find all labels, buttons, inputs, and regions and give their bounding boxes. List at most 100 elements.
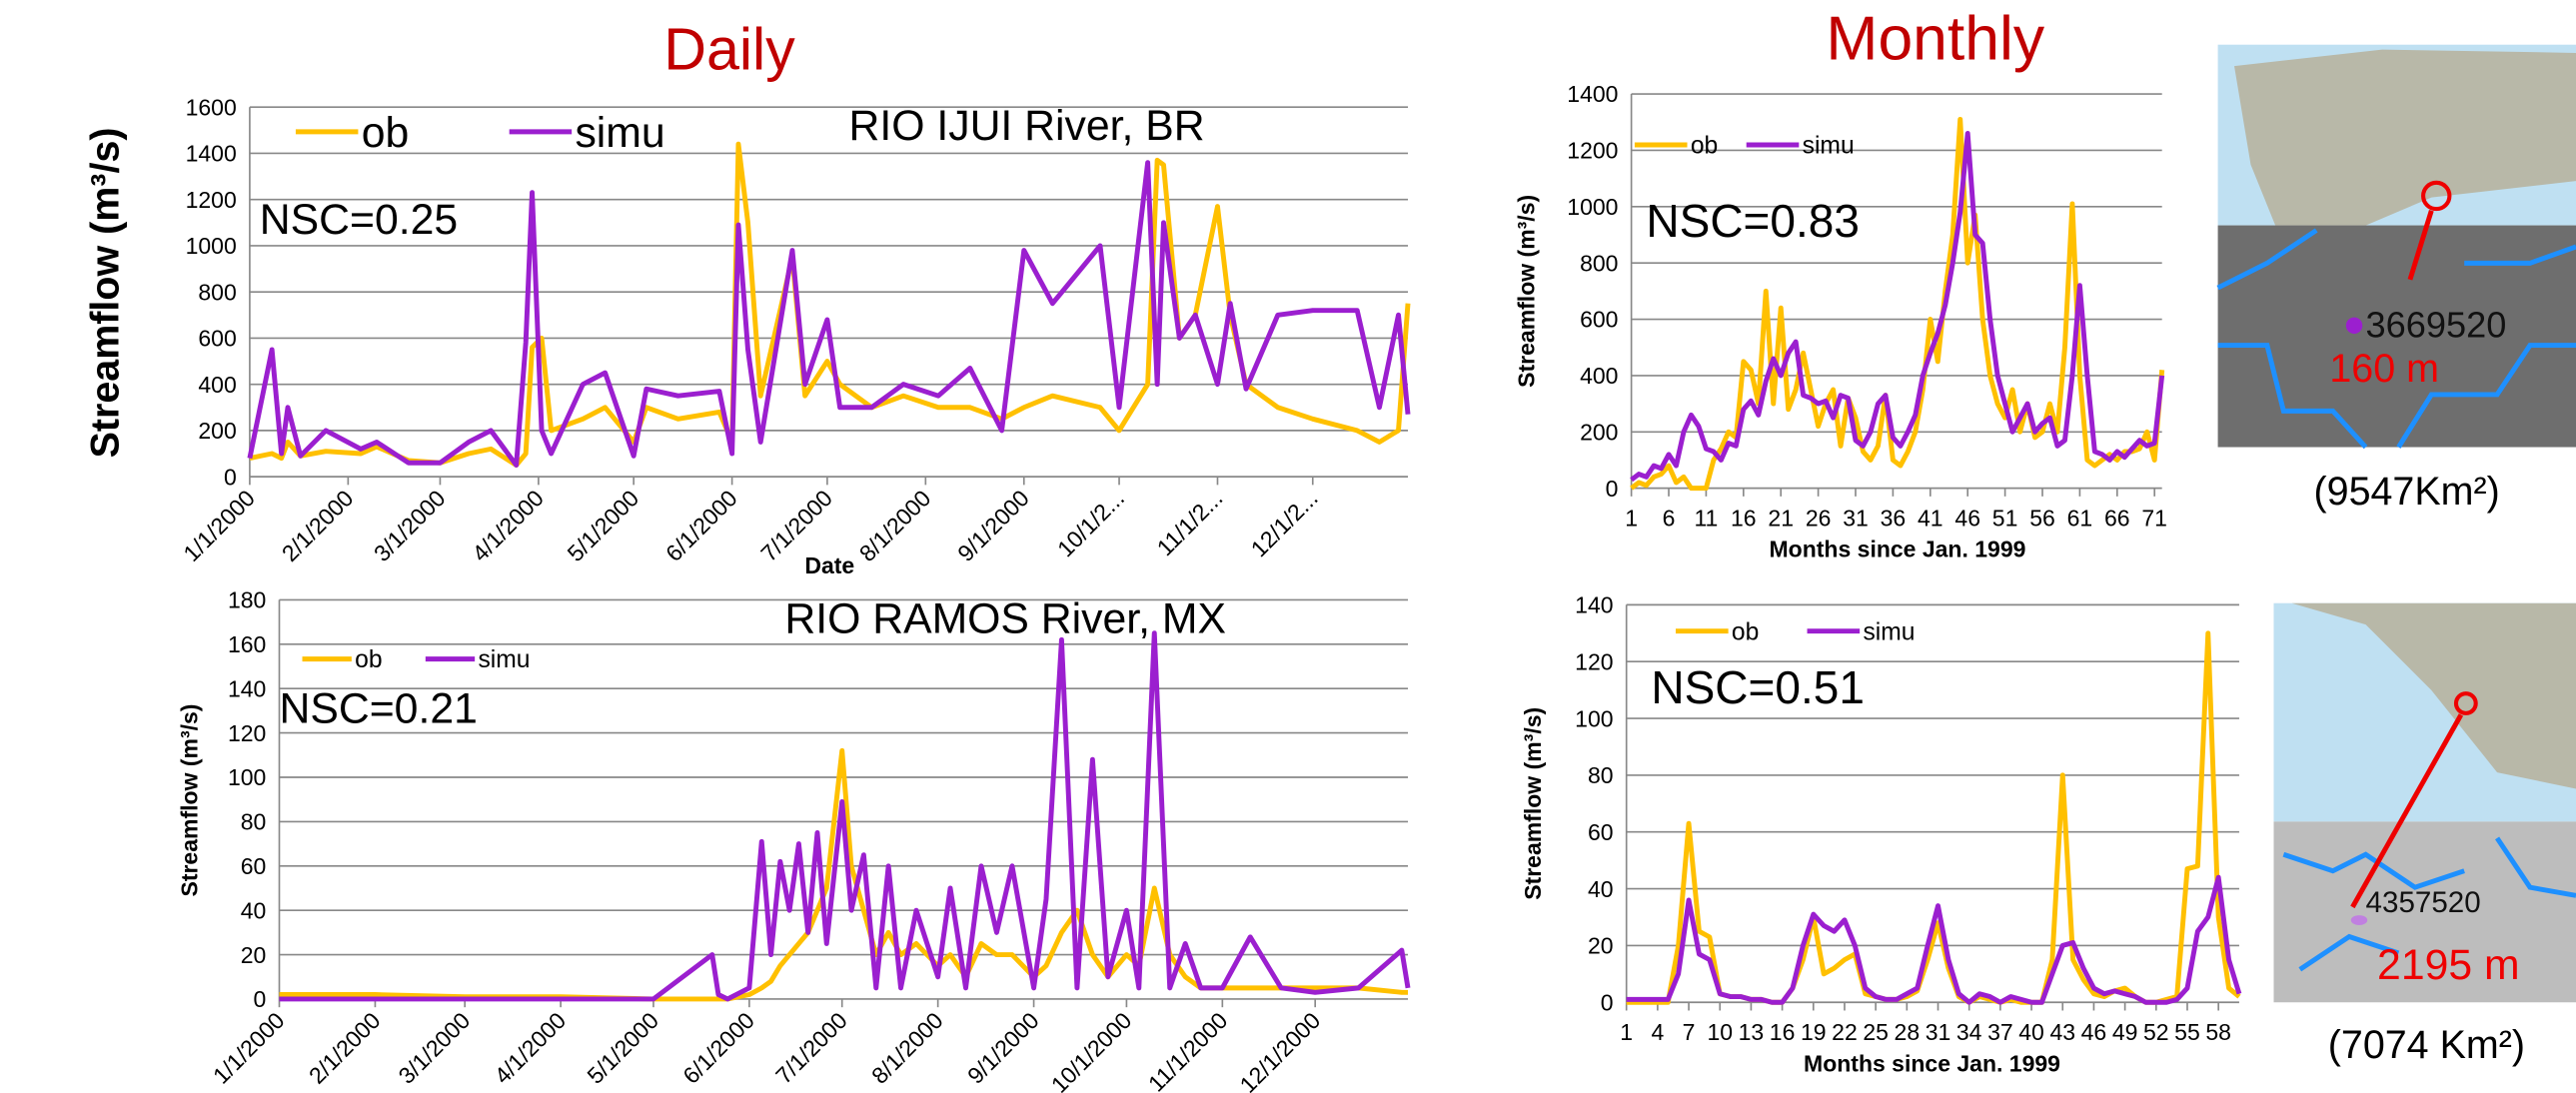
station-id: 4357520 bbox=[2366, 886, 2481, 919]
x-axis-label: Months since Jan. 1999 bbox=[1804, 1050, 2060, 1076]
y-tick-label: 100 bbox=[228, 764, 266, 790]
y-tick-label: 200 bbox=[1580, 419, 1618, 445]
legend-label: simu bbox=[575, 109, 664, 157]
y-tick-label: 400 bbox=[1580, 363, 1618, 389]
x-tick-label: 41 bbox=[1918, 505, 1943, 531]
annotation: RIO RAMOS River, MX bbox=[784, 594, 1226, 642]
x-tick-label: 46 bbox=[1954, 505, 1980, 531]
x-tick-label: 7 bbox=[1683, 1019, 1696, 1045]
x-tick-label: 40 bbox=[2018, 1019, 2044, 1045]
x-tick-label: 66 bbox=[2104, 505, 2130, 531]
chart-title: Daily bbox=[663, 15, 795, 82]
slide: 3669520 160 m (9547Km²) 4357520 2195 m (… bbox=[0, 0, 2576, 1093]
station-dot bbox=[2346, 318, 2362, 334]
x-tick-label: 52 bbox=[2143, 1019, 2169, 1045]
y-tick-label: 1000 bbox=[186, 233, 237, 259]
legend-label: ob bbox=[355, 646, 382, 673]
x-tick-label: 7/1/2000 bbox=[770, 1007, 852, 1089]
x-tick-label: 3/1/2000 bbox=[394, 1007, 476, 1089]
x-tick-label: 6 bbox=[1663, 505, 1676, 531]
y-tick-label: 0 bbox=[1606, 476, 1619, 502]
x-tick-label: 1/1/2000 bbox=[208, 1007, 290, 1089]
y-tick-label: 40 bbox=[241, 897, 267, 923]
y-tick-label: 800 bbox=[198, 279, 236, 305]
y-tick-label: 80 bbox=[1588, 762, 1614, 788]
x-tick-label: 4/1/2000 bbox=[467, 485, 549, 566]
x-tick-label: 55 bbox=[2174, 1019, 2200, 1045]
y-tick-label: 0 bbox=[1601, 989, 1614, 1015]
y-tick-label: 120 bbox=[1575, 648, 1613, 674]
y-tick-label: 400 bbox=[198, 372, 236, 398]
x-tick-label: 1/1/2000 bbox=[178, 485, 260, 566]
elevation: 2195 m bbox=[2377, 941, 2520, 989]
x-tick-label: 43 bbox=[2049, 1019, 2075, 1045]
y-tick-label: 800 bbox=[1580, 250, 1618, 276]
x-tick-label: 12/1/2... bbox=[1246, 485, 1323, 561]
x-tick-label: 31 bbox=[1926, 1019, 1951, 1045]
legend-label: simu bbox=[1803, 133, 1855, 160]
x-tick-label: 6/1/2000 bbox=[677, 1007, 759, 1089]
y-tick-label: 140 bbox=[1575, 592, 1613, 618]
y-axis-label: Streamflow (m³/s) bbox=[1520, 707, 1546, 900]
legend-label: ob bbox=[1732, 618, 1759, 645]
x-tick-label: 4 bbox=[1651, 1019, 1664, 1045]
y-tick-label: 80 bbox=[241, 809, 267, 835]
y-tick-label: 60 bbox=[1588, 819, 1614, 845]
series-line bbox=[250, 144, 1408, 465]
x-tick-label: 6/1/2000 bbox=[660, 485, 742, 566]
legend-label: ob bbox=[1691, 133, 1718, 160]
x-tick-label: 13 bbox=[1739, 1019, 1765, 1045]
x-tick-label: 10/1/2000 bbox=[1046, 1007, 1137, 1093]
x-tick-label: 8/1/2000 bbox=[854, 485, 936, 566]
y-tick-label: 200 bbox=[198, 418, 236, 444]
annotation: NSC=0.51 bbox=[1651, 661, 1865, 713]
station-id: 3669520 bbox=[2366, 304, 2507, 345]
x-tick-label: 22 bbox=[1832, 1019, 1858, 1045]
y-tick-label: 0 bbox=[254, 986, 267, 1012]
y-tick-label: 600 bbox=[198, 326, 236, 352]
x-tick-label: 9/1/2000 bbox=[952, 485, 1034, 566]
x-tick-label: 3/1/2000 bbox=[369, 485, 451, 566]
map-1: 3669520 160 m (9547Km²) bbox=[2218, 45, 2576, 514]
x-tick-label: 11 bbox=[1694, 505, 1718, 531]
map-2: 4357520 2195 m (7074 Km²) bbox=[2273, 603, 2576, 1067]
x-tick-label: 11/1/2000 bbox=[1143, 1007, 1233, 1093]
legend-label: ob bbox=[362, 109, 410, 157]
annotation: NSC=0.83 bbox=[1646, 195, 1860, 247]
y-tick-label: 0 bbox=[224, 464, 237, 490]
x-tick-label: 1 bbox=[1620, 1019, 1633, 1045]
annotation: RIO IJUI River, BR bbox=[848, 102, 1204, 150]
x-tick-label: 26 bbox=[1806, 505, 1832, 531]
annotation: NSC=0.25 bbox=[260, 196, 458, 244]
x-tick-label: 1 bbox=[1625, 505, 1638, 531]
x-tick-label: 36 bbox=[1881, 505, 1907, 531]
x-tick-label: 51 bbox=[1992, 505, 2018, 531]
x-tick-label: 10 bbox=[1707, 1019, 1733, 1045]
y-tick-label: 180 bbox=[228, 587, 266, 613]
legend-label: simu bbox=[1863, 618, 1915, 645]
x-tick-label: 21 bbox=[1768, 505, 1794, 531]
x-tick-label: 34 bbox=[1956, 1019, 1982, 1045]
x-tick-label: 58 bbox=[2205, 1019, 2231, 1045]
x-tick-label: 9/1/2000 bbox=[962, 1007, 1044, 1089]
y-tick-label: 1200 bbox=[186, 187, 237, 213]
x-tick-label: 25 bbox=[1863, 1019, 1889, 1045]
x-tick-label: 19 bbox=[1801, 1019, 1827, 1045]
y-tick-label: 1400 bbox=[1567, 81, 1618, 107]
area: (9547Km²) bbox=[2314, 470, 2500, 514]
y-tick-label: 160 bbox=[228, 631, 266, 657]
x-tick-label: 10/1/2... bbox=[1052, 485, 1129, 561]
y-tick-label: 120 bbox=[228, 720, 266, 746]
x-tick-label: 11/1/2... bbox=[1152, 485, 1228, 560]
y-axis-label: Streamflow (m³/s) bbox=[83, 128, 127, 459]
x-tick-label: 28 bbox=[1895, 1019, 1921, 1045]
elevation: 160 m bbox=[2329, 347, 2439, 391]
y-axis-label: Streamflow (m³/s) bbox=[1514, 195, 1540, 388]
x-tick-label: 37 bbox=[1987, 1019, 2013, 1045]
y-tick-label: 100 bbox=[1575, 705, 1613, 731]
x-tick-label: 12/1/2000 bbox=[1235, 1007, 1326, 1093]
x-tick-label: 2/1/2000 bbox=[304, 1007, 386, 1089]
y-axis-label: Streamflow (m³/s) bbox=[176, 704, 202, 897]
y-tick-label: 1600 bbox=[186, 94, 237, 120]
chart-title: Monthly bbox=[1826, 4, 2044, 74]
